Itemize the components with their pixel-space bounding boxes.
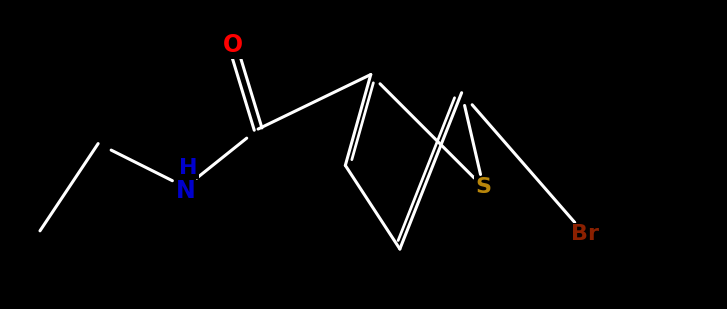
Text: H: H bbox=[179, 158, 198, 178]
Text: O: O bbox=[222, 33, 243, 57]
Text: Br: Br bbox=[571, 224, 599, 244]
Text: S: S bbox=[475, 177, 491, 197]
Text: N: N bbox=[175, 179, 196, 203]
